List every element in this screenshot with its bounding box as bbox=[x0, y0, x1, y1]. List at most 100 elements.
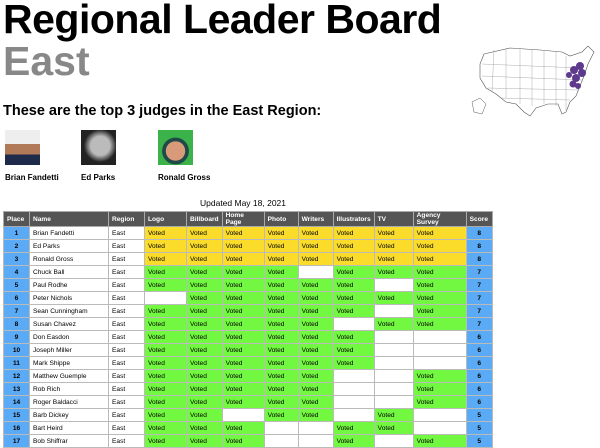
score-cell: 5 bbox=[465, 408, 493, 422]
vote-cell bbox=[332, 382, 375, 396]
vote-cell: Voted bbox=[144, 408, 187, 422]
name-cell: Matthew Guemple bbox=[29, 369, 109, 383]
place-cell: 17 bbox=[3, 434, 30, 448]
vote-cell: Voted bbox=[144, 382, 187, 396]
column-header: Illustrators bbox=[332, 211, 375, 227]
vote-cell: Voted bbox=[297, 408, 334, 422]
table-row: 7 Sean Cunningham East Voted Voted Voted Voted… bbox=[3, 304, 493, 318]
column-header: Home Page bbox=[221, 211, 265, 227]
table-row: 9 Don Easdon East Voted Voted Voted Voted Voted… bbox=[3, 330, 493, 344]
name-cell: Peter Nichols bbox=[29, 291, 109, 305]
place-cell: 15 bbox=[3, 408, 30, 422]
vote-cell: Voted bbox=[412, 278, 467, 292]
vote-cell bbox=[297, 421, 334, 435]
vote-cell: Voted bbox=[373, 252, 414, 266]
vote-cell: Voted bbox=[221, 382, 265, 396]
vote-cell: Voted bbox=[221, 369, 265, 383]
vote-cell: Voted bbox=[373, 317, 414, 331]
score-cell: 6 bbox=[465, 356, 493, 370]
vote-cell bbox=[412, 356, 467, 370]
vote-cell: Voted bbox=[297, 304, 334, 318]
vote-cell: Voted bbox=[412, 252, 467, 266]
region-cell: East bbox=[108, 369, 145, 383]
vote-cell: Voted bbox=[412, 239, 467, 253]
vote-cell: Voted bbox=[221, 291, 265, 305]
vote-cell bbox=[373, 343, 414, 357]
vote-cell: Voted bbox=[186, 239, 223, 253]
vote-cell: Voted bbox=[412, 304, 467, 318]
vote-cell: Voted bbox=[263, 252, 299, 266]
column-header: Region bbox=[108, 211, 145, 227]
vote-cell: Voted bbox=[186, 382, 223, 396]
vote-cell: Voted bbox=[373, 408, 414, 422]
vote-cell: Voted bbox=[186, 421, 223, 435]
vote-cell: Voted bbox=[221, 304, 265, 318]
table-row: 4 Chuck Ball East Voted Voted Voted Voted Voted… bbox=[3, 265, 493, 279]
region-cell: East bbox=[108, 278, 145, 292]
vote-cell: Voted bbox=[332, 239, 375, 253]
score-cell: 7 bbox=[465, 265, 493, 279]
name-cell: Chuck Ball bbox=[29, 265, 109, 279]
vote-cell: Voted bbox=[263, 330, 299, 344]
region-cell: East bbox=[108, 421, 145, 435]
vote-cell: Voted bbox=[263, 356, 299, 370]
vote-cell: Voted bbox=[263, 408, 299, 422]
leaderboard-table: Place Name Region Logo Billboard Home Page Pho… bbox=[3, 211, 493, 448]
vote-cell: Voted bbox=[221, 265, 265, 279]
vote-cell: Voted bbox=[297, 395, 334, 409]
judge-photo bbox=[81, 130, 116, 165]
vote-cell bbox=[373, 395, 414, 409]
table-row: 2 Ed Parks East Voted Voted Voted Voted Voted Vo… bbox=[3, 239, 493, 253]
score-cell: 6 bbox=[465, 369, 493, 383]
vote-cell: Voted bbox=[263, 395, 299, 409]
vote-cell: Voted bbox=[297, 356, 334, 370]
vote-cell: Voted bbox=[373, 265, 414, 279]
judge-card: Ronald Gross bbox=[158, 130, 210, 182]
vote-cell bbox=[332, 408, 375, 422]
vote-cell: Voted bbox=[297, 382, 334, 396]
vote-cell: Voted bbox=[263, 343, 299, 357]
score-cell: 6 bbox=[465, 382, 493, 396]
vote-cell: Voted bbox=[144, 369, 187, 383]
vote-cell: Voted bbox=[186, 304, 223, 318]
vote-cell: Voted bbox=[186, 343, 223, 357]
score-cell: 7 bbox=[465, 278, 493, 292]
vote-cell: Voted bbox=[263, 278, 299, 292]
vote-cell: Voted bbox=[186, 434, 223, 448]
table-row: 14 Roger Baldacci East Voted Voted Voted Voted… bbox=[3, 395, 493, 409]
score-cell: 8 bbox=[465, 252, 493, 266]
column-header: Place bbox=[3, 211, 30, 227]
vote-cell: Voted bbox=[373, 291, 414, 305]
vote-cell: Voted bbox=[221, 395, 265, 409]
vote-cell: Voted bbox=[221, 278, 265, 292]
name-cell: Roger Baldacci bbox=[29, 395, 109, 409]
vote-cell: Voted bbox=[144, 226, 187, 240]
vote-cell: Voted bbox=[263, 265, 299, 279]
vote-cell: Voted bbox=[144, 434, 187, 448]
table-row: 13 Rob Rich East Voted Voted Voted Voted Voted V… bbox=[3, 382, 493, 396]
place-cell: 7 bbox=[3, 304, 30, 318]
place-cell: 1 bbox=[3, 226, 30, 240]
table-row: 11 Mark Shippe East Voted Voted Voted Voted Vot… bbox=[3, 356, 493, 370]
vote-cell: Voted bbox=[144, 252, 187, 266]
name-cell: Mark Shippe bbox=[29, 356, 109, 370]
region-cell: East bbox=[108, 356, 145, 370]
region-cell: East bbox=[108, 317, 145, 331]
vote-cell bbox=[221, 408, 265, 422]
vote-cell bbox=[412, 343, 467, 357]
score-cell: 5 bbox=[465, 421, 493, 435]
column-header: Photo bbox=[263, 211, 299, 227]
vote-cell: Voted bbox=[186, 278, 223, 292]
place-cell: 14 bbox=[3, 395, 30, 409]
place-cell: 13 bbox=[3, 382, 30, 396]
score-cell: 6 bbox=[465, 343, 493, 357]
vote-cell: Voted bbox=[221, 239, 265, 253]
region-cell: East bbox=[108, 408, 145, 422]
vote-cell: Voted bbox=[412, 317, 467, 331]
table-row: 5 Paul Rodhe East Voted Voted Voted Voted Voted… bbox=[3, 278, 493, 292]
vote-cell: Voted bbox=[332, 434, 375, 448]
vote-cell bbox=[412, 421, 467, 435]
vote-cell: Voted bbox=[412, 369, 467, 383]
vote-cell: Voted bbox=[332, 421, 375, 435]
region-cell: East bbox=[108, 382, 145, 396]
